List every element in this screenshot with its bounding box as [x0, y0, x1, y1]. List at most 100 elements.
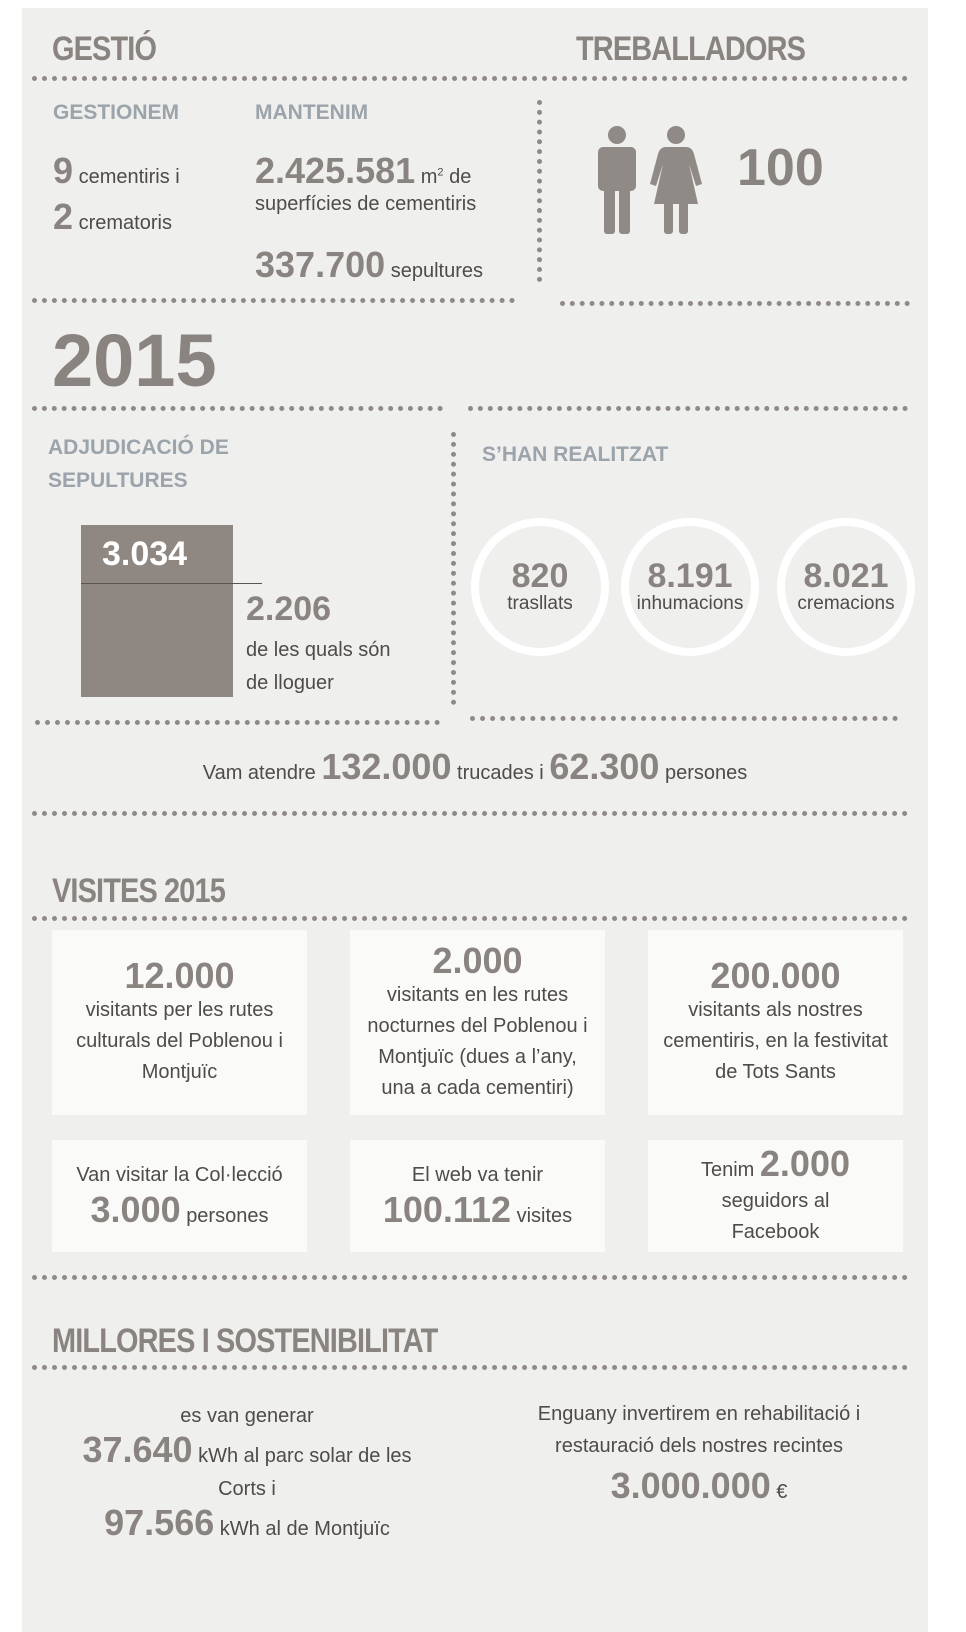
people-icon — [598, 126, 702, 234]
divider — [32, 406, 443, 411]
text: de — [449, 166, 472, 188]
text: sepultures — [390, 260, 483, 282]
subtitle: S’HAN REALITZAT — [482, 443, 669, 466]
number: 8.191 — [647, 557, 733, 595]
stat: 337.700 sepultures — [255, 244, 483, 286]
number: 132.000 — [321, 746, 452, 787]
divider — [32, 1365, 908, 1370]
card: 12.000 visitants per les rutes culturals … — [52, 930, 307, 1115]
text: kWh al de Montjuïc — [219, 1518, 390, 1540]
solar: es van generar 37.640 kWh al parc solar … — [52, 1400, 442, 1546]
divider — [32, 916, 908, 921]
bar-line — [81, 583, 262, 584]
text: Vam atendre — [202, 762, 316, 784]
section-title: GESTIÓ — [52, 30, 157, 68]
number: 3.000 — [90, 1189, 181, 1230]
label: cremacions — [797, 593, 895, 614]
number: 9 — [53, 150, 74, 191]
divider — [560, 301, 910, 306]
line: El web va tenir — [412, 1160, 543, 1191]
label: inhumacions — [636, 593, 744, 614]
number: 37.640 — [82, 1429, 193, 1470]
divider — [35, 720, 440, 725]
atencio: Vam atendre 132.000 trucades i 62.300 pe… — [22, 746, 928, 788]
text: de les quals són de lloguer — [246, 639, 391, 694]
number: 337.700 — [255, 244, 386, 285]
subtitle: MANTENIM — [255, 101, 369, 124]
circle: 820 trasllats — [471, 518, 609, 656]
line: 97.566 kWh al de Montjuïc — [52, 1505, 442, 1546]
text: visitants als nostres cementiris, en la … — [663, 999, 888, 1083]
text: persones — [186, 1205, 269, 1227]
text: visitants en les rutes nocturnes del Pob… — [367, 983, 588, 1099]
stat: 9 cementiris i — [53, 150, 180, 192]
line: 100.112 visites — [383, 1191, 572, 1232]
number: 100.112 — [382, 1189, 511, 1230]
number: 8.021 — [803, 557, 889, 595]
stat: 2 crematoris — [53, 196, 172, 238]
number: 2.000 — [432, 939, 523, 981]
divider — [32, 76, 908, 81]
divider — [470, 716, 898, 721]
circle: 8.191 inhumacions — [621, 518, 759, 656]
line: 3.000.000 € — [534, 1468, 864, 1508]
line: Tenim 2.000 — [700, 1142, 850, 1186]
bar — [81, 525, 233, 697]
divider — [32, 811, 908, 816]
unit-sup: 2 — [437, 166, 444, 179]
divider — [451, 432, 456, 705]
unit: m — [420, 166, 438, 188]
text: visites — [516, 1205, 573, 1227]
text: persones — [664, 762, 748, 784]
section-title: VISITES 2015 — [52, 872, 226, 910]
card: 2.000 visitants en les rutes nocturnes de… — [350, 930, 605, 1115]
number: 200.000 — [710, 955, 841, 996]
text: cementiris i — [78, 166, 180, 188]
card: Van visitar la Col·lecció 3.000 persones — [52, 1140, 307, 1252]
divider — [32, 298, 515, 303]
section-title: MILLORES I SOSTENIBILITAT — [52, 1322, 438, 1360]
text: kWh al parc solar de les Corts i — [198, 1445, 412, 1500]
number: 12.000 — [124, 955, 235, 996]
number: 100 — [737, 139, 824, 197]
number: 2.000 — [759, 1142, 850, 1184]
year: 2015 — [52, 319, 217, 402]
number: 2.206 — [246, 590, 332, 628]
number: 62.300 — [549, 746, 660, 787]
subtitle: GESTIONEM — [53, 101, 180, 124]
card: 200.000 visitants als nostres cementiris,… — [648, 930, 903, 1115]
number: 2.425.581 — [255, 150, 416, 191]
circle: 8.021 cremacions — [777, 518, 915, 656]
stat: 2.425.581 m2 de — [255, 150, 471, 192]
inversio: Enguany invertirem en rehabilitació i re… — [534, 1398, 864, 1508]
line: 37.640 kWh al parc solar de les Corts i — [82, 1432, 412, 1506]
number: 3.034 — [102, 535, 188, 573]
text: El web va tenir — [411, 1164, 544, 1186]
text: Enguany invertirem en rehabilitació i re… — [537, 1403, 861, 1457]
section-title: TREBALLADORS — [576, 30, 806, 68]
text: seguidors al Facebook — [721, 1189, 830, 1243]
text: trucades i — [457, 762, 544, 784]
divider — [537, 100, 542, 282]
card: El web va tenir 100.112 visites — [350, 1140, 605, 1252]
panel — [22, 8, 928, 1632]
divider — [468, 406, 908, 411]
label: trasllats — [507, 593, 573, 614]
divider — [32, 1275, 908, 1280]
number: 820 — [511, 557, 569, 595]
text: Tenim — [700, 1158, 755, 1181]
subtitle: ADJUDICACIÓ DE SEPULTURES — [48, 436, 229, 492]
card: Tenim 2.000 seguidors al Facebook — [648, 1140, 903, 1252]
number: 3.000.000 — [610, 1465, 771, 1506]
text: Van visitar la Col·lecció — [76, 1164, 283, 1186]
number: 2 — [53, 196, 74, 237]
number: 97.566 — [104, 1502, 215, 1543]
text: visitants per les rutes culturals del Po… — [76, 999, 283, 1083]
unit: € — [776, 1481, 788, 1503]
text: superfícies de cementiris — [255, 193, 477, 215]
line: Van visitar la Col·lecció — [76, 1160, 282, 1191]
text: crematoris — [78, 212, 172, 234]
text: es van generar — [180, 1405, 314, 1427]
